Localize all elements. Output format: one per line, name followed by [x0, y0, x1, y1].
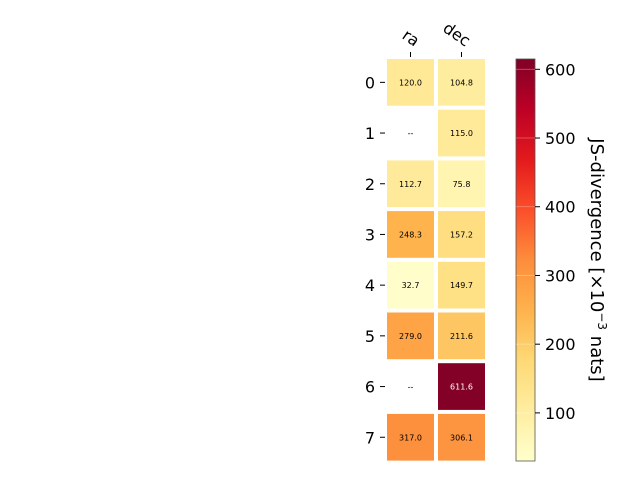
row-tick-label: 5 [365, 327, 375, 346]
colorbar-tick-label: 600 [545, 60, 576, 79]
heatmap-cell [387, 312, 434, 360]
heatmap-cell [438, 261, 485, 309]
heatmap-cell-label: 120.0 [399, 78, 422, 87]
heatmap-cell-label: 75.8 [453, 180, 471, 189]
column-tick-label: ra [399, 25, 423, 50]
row-tick-label: 3 [365, 225, 375, 244]
heatmap-cell [438, 160, 485, 208]
row-tick-label: 6 [365, 378, 375, 397]
heatmap-cell-label: 157.2 [450, 230, 473, 239]
heatmap-cell [438, 312, 485, 360]
heatmap-cell-label: 32.7 [402, 281, 420, 290]
heatmap-cell-label: 611.6 [450, 383, 473, 392]
colorbar-gradient [515, 58, 536, 462]
row-tick-label: 4 [365, 276, 375, 295]
heatmap-cell [387, 211, 434, 258]
heatmap-cell [387, 413, 434, 461]
heatmap-cell-label: 248.3 [399, 230, 422, 239]
heatmap-cell-label: 211.6 [450, 332, 473, 341]
colorbar-label: JS-divergence [×10−3 nats] [586, 137, 609, 381]
heatmap-cell-label: 112.7 [399, 180, 422, 189]
colorbar-tick-label: 100 [545, 404, 576, 423]
colorbar-tick-label: 400 [545, 198, 576, 217]
heatmap-cells: 120.0 104.8 -- 115.0 112.7 75.8 248.3 157.2 32.7… [387, 59, 485, 461]
heatmap-cell-label: -- [408, 383, 414, 392]
colorbar-tick-label: 300 [545, 266, 576, 285]
heatmap-cell-label: 317.0 [399, 433, 422, 442]
heatmap-cell-label: -- [408, 129, 414, 138]
row-tick-label: 1 [365, 124, 375, 143]
heatmap-cell-label: 306.1 [450, 433, 473, 442]
heatmap-cell [438, 59, 485, 106]
colorbar-tick-label: 500 [545, 129, 576, 148]
colorbar-tick-label: 200 [545, 335, 576, 354]
heatmap-cell [438, 109, 485, 157]
heatmap-cell-label: 149.7 [450, 281, 473, 290]
heatmap-cell-label: 279.0 [399, 332, 422, 341]
row-tick-label: 7 [365, 428, 375, 447]
row-tick-label: 0 [365, 73, 375, 92]
colorbar-ticks: 100 200 300 400 500 600 [516, 60, 576, 423]
heatmap-cell [438, 363, 485, 410]
heatmap-cell-label: 115.0 [450, 129, 473, 138]
row-tick-labels: 0 1 2 3 4 5 6 7 [365, 73, 385, 447]
heatmap-cell [438, 413, 485, 461]
heatmap-cell-label: 104.8 [450, 78, 473, 87]
colorbar [515, 58, 536, 462]
column-tick-label: dec [440, 18, 474, 50]
column-tick-labels: ra dec [399, 18, 474, 57]
heatmap-cell [438, 211, 485, 258]
row-tick-label: 2 [365, 175, 375, 194]
heatmap-cell [387, 261, 434, 309]
heatmap-cell [387, 59, 434, 106]
heatmap-cell [387, 160, 434, 208]
